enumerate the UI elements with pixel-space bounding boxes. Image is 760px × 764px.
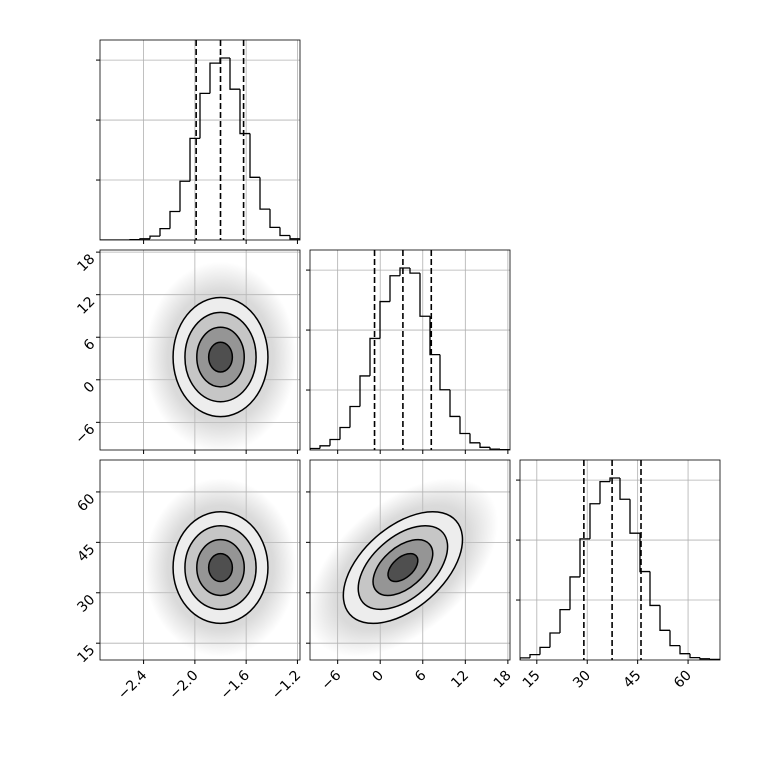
histogram-step [550, 633, 560, 647]
histogram-panel [520, 460, 720, 660]
histogram-step [600, 482, 610, 504]
histogram-step [240, 89, 250, 133]
density-panel [275, 444, 531, 691]
density-panel [100, 250, 300, 452]
x-tick-label: −2.4 [115, 667, 150, 702]
x-tick-label: −6 [319, 667, 345, 693]
histogram-step [210, 63, 220, 93]
x-tick-label: 15 [520, 668, 544, 692]
histogram-step [410, 268, 420, 273]
histogram-panel [100, 40, 300, 240]
histogram-step [180, 181, 190, 211]
histogram-step [690, 654, 700, 658]
x-tick-label: 30 [570, 668, 594, 692]
histogram-panel [310, 250, 510, 450]
x-tick-label: 18 [491, 668, 515, 692]
x-tick-label: −1.6 [218, 667, 253, 702]
histogram-step [440, 355, 450, 390]
histogram-step [220, 58, 230, 63]
histogram-step [480, 443, 490, 447]
x-tick-label: −2.0 [166, 668, 201, 703]
x-tick-label: 6 [412, 667, 430, 685]
histogram-step [350, 407, 360, 428]
histogram-step [390, 276, 400, 302]
density-panel [100, 460, 300, 660]
y-tick-label: 0 [81, 379, 99, 397]
histogram-step [230, 58, 240, 89]
x-tick-label: 60 [671, 668, 695, 692]
histogram-step [280, 227, 290, 235]
histogram-step [530, 655, 540, 658]
histogram-step [450, 390, 460, 417]
histogram-step [170, 212, 180, 229]
y-tick-label: 6 [81, 336, 99, 354]
histogram-step [420, 273, 430, 316]
histogram-step [330, 440, 340, 446]
histogram-step [580, 539, 590, 577]
histogram-step [590, 504, 600, 539]
histogram-step [680, 646, 690, 654]
histogram-step [490, 447, 500, 449]
histogram-step [380, 302, 390, 339]
histogram-step [540, 647, 550, 654]
y-tick-label: 30 [74, 592, 98, 616]
histogram-step [660, 605, 670, 630]
histogram-step [340, 428, 350, 440]
histogram-step [260, 177, 270, 209]
x-tick-label: 12 [448, 668, 472, 692]
histogram-step [200, 93, 210, 138]
histogram-step [160, 229, 170, 236]
y-tick-label: 12 [74, 294, 98, 318]
histogram-step [620, 478, 630, 499]
histogram-step [630, 499, 640, 533]
panel-frame [310, 250, 510, 450]
histogram-step [560, 610, 570, 633]
histogram-step [270, 209, 280, 227]
y-tick-label: 45 [74, 541, 98, 565]
histogram-step [290, 236, 300, 240]
y-tick-label: 15 [74, 642, 98, 666]
histogram-step [470, 434, 480, 443]
x-tick-label: −1.2 [269, 668, 304, 703]
histogram-step [320, 446, 330, 449]
histogram-step [570, 577, 580, 610]
y-tick-label: 18 [74, 251, 98, 275]
histogram-step [250, 134, 260, 178]
histogram-step [400, 268, 410, 276]
x-tick-label: 45 [621, 668, 645, 692]
histogram-step [700, 658, 710, 659]
y-tick-label: 60 [74, 491, 98, 515]
histogram-step [150, 236, 160, 239]
x-tick-label: 0 [369, 668, 387, 686]
histogram-step [670, 630, 680, 645]
y-tick-label: −6 [72, 421, 98, 447]
histogram-step [360, 376, 370, 407]
histogram-step [140, 239, 150, 240]
